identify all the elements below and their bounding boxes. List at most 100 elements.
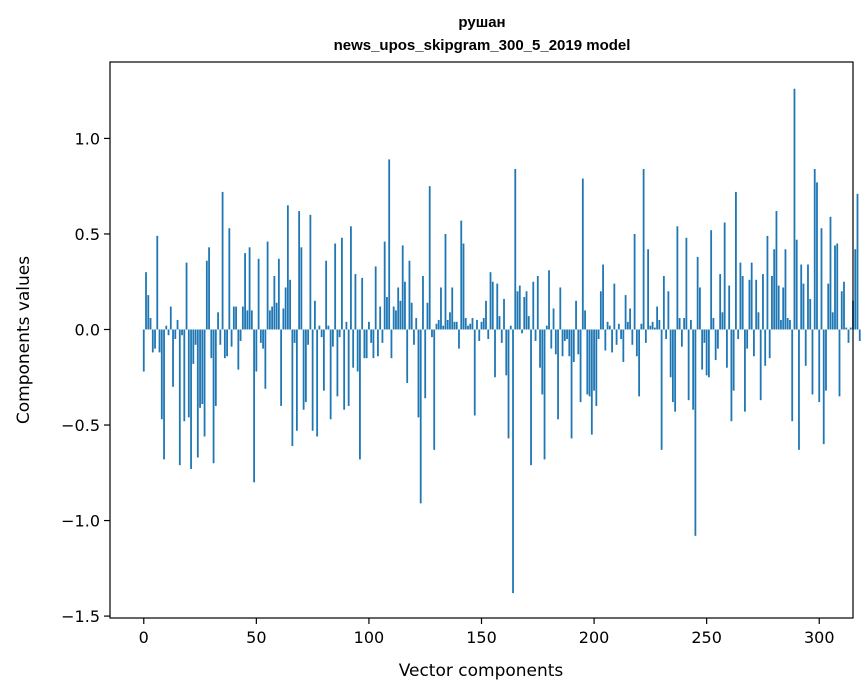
x-axis: 0 50 100 150 200 250 300 [139,618,835,647]
bar-43 [239,329,242,341]
bar-103 [374,266,377,330]
bar-65 [289,279,292,330]
bar-31 [212,329,215,464]
bar-145 [469,323,472,330]
bar-11 [167,329,170,336]
bar-25 [199,329,201,408]
bar-293 [802,283,805,330]
bar-268 [746,329,749,349]
bar-282 [777,285,780,330]
bar-116 [404,281,406,330]
bar-155 [491,281,494,330]
bar-33 [217,312,219,330]
bar-273 [757,312,760,330]
bar-222 [642,169,645,330]
bar-80 [322,329,325,391]
bar-263 [735,191,737,330]
bar-184 [557,329,559,420]
bar-135 [446,319,449,330]
bar-234 [669,329,672,378]
bar-125 [424,329,427,399]
bar-244 [692,329,695,410]
bar-243 [689,319,692,330]
bar-171 [527,316,530,330]
bar-187 [563,329,566,341]
bar-246 [696,256,699,330]
bar-57 [271,306,274,330]
bar-22 [192,329,195,364]
bar-200 [593,329,595,391]
bar-239 [680,329,683,347]
x-tick-label: 100 [354,628,385,647]
bar-54 [264,329,267,389]
bar-227 [653,327,656,330]
bar-301 [820,228,823,330]
bar-98 [363,329,366,359]
bar-177 [541,329,544,395]
bar-303 [825,329,827,391]
x-tick-label: 50 [246,628,266,647]
y-tick-label: 0.5 [75,225,100,244]
bar-49 [253,329,255,483]
bar-38 [228,228,231,330]
bar-16 [178,329,181,466]
chart-title: рушан [458,14,505,31]
bar-94 [354,274,357,330]
y-tick-label: −1.5 [61,607,100,626]
bar-191 [572,329,575,362]
bar-176 [539,329,541,368]
bar-174 [534,329,537,341]
bar-196 [584,310,586,330]
bar-124 [422,275,424,330]
bar-69 [298,211,301,330]
bar-63 [284,287,287,330]
bar-55 [266,241,269,330]
bar-214 [624,295,627,330]
bar-221 [640,323,643,330]
bar-296 [809,298,812,330]
bar-275 [762,274,764,330]
bar-298 [813,169,816,330]
bar-249 [703,329,706,343]
bar-185 [559,287,562,330]
bar-183 [554,329,557,355]
bar-150 [480,321,483,330]
bar-9 [163,329,165,460]
bar-217 [631,329,634,345]
bar-278 [768,329,771,359]
bar-148 [476,319,478,330]
bar-126 [426,302,429,330]
bar-87 [338,329,341,338]
bar-195 [581,178,584,330]
bar-60 [277,258,280,330]
bar-90 [345,321,348,330]
bar-291 [798,329,800,450]
plot-frame [109,61,854,619]
bar-121 [415,318,418,330]
bar-295 [807,264,809,330]
bar-86 [336,329,339,397]
bar-104 [377,329,379,357]
bar-199 [590,329,593,435]
bar-226 [651,321,654,330]
bar-167 [518,285,521,330]
bar-37 [226,329,228,357]
y-tick-label: −1.0 [61,512,100,531]
bar-115 [401,245,404,330]
bar-130 [435,323,438,330]
bar-163 [509,325,512,330]
bar-215 [626,321,629,330]
y-tick-label: 0.0 [75,320,100,339]
bar-205 [604,329,607,351]
bar-88 [341,237,343,330]
bar-201 [595,329,598,406]
bar-15 [176,319,179,330]
bar-173 [532,281,535,330]
bar-149 [478,329,481,341]
bar-35 [221,191,224,330]
bar-111 [392,306,395,330]
bar-216 [629,308,631,330]
bar-128 [431,329,433,338]
bar-102 [372,329,375,359]
bar-308 [836,243,839,330]
